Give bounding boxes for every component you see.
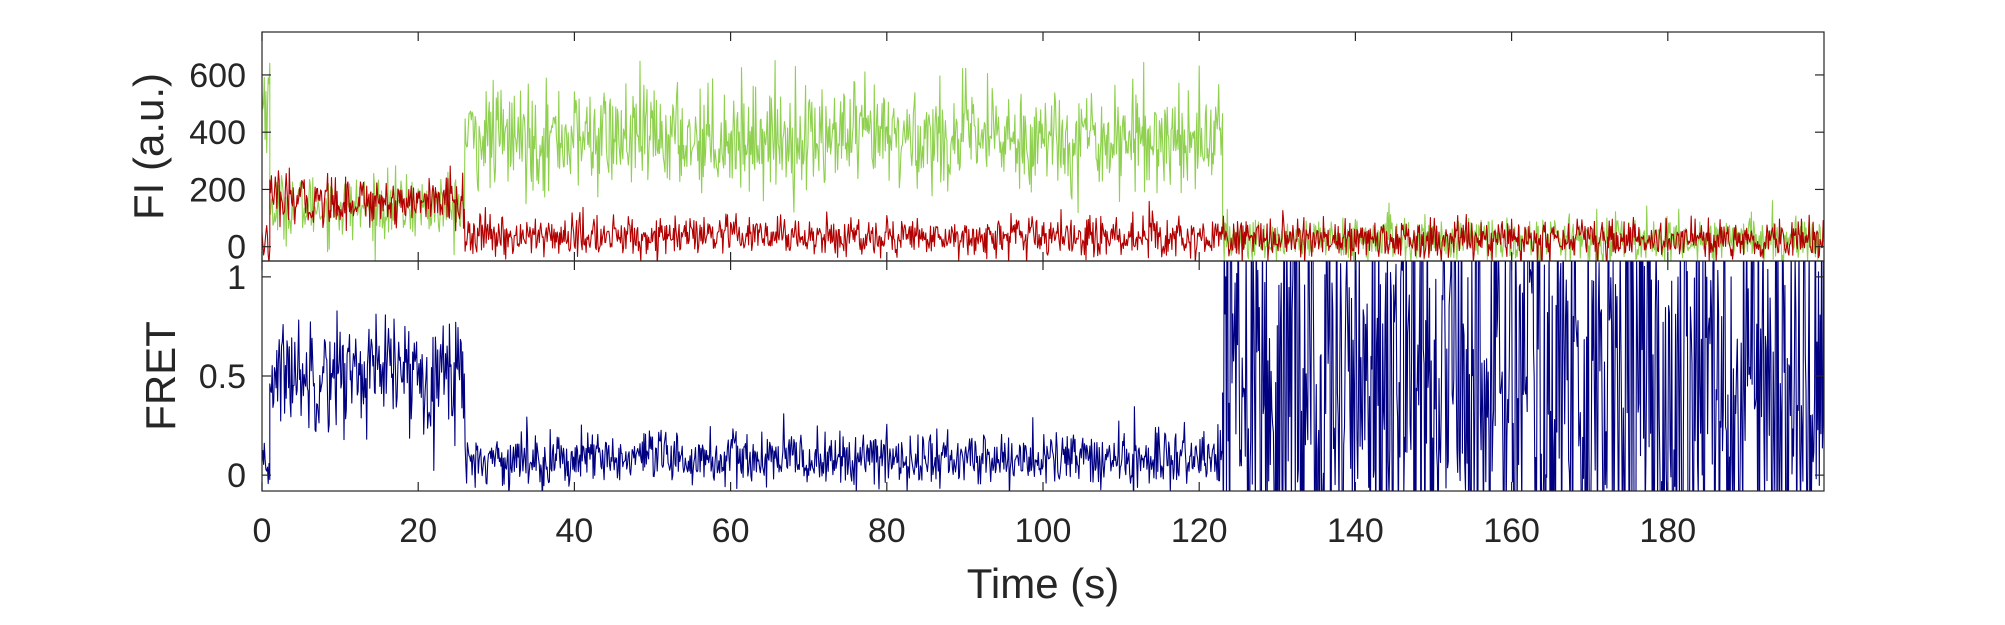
x-tick-label: 180 [1639, 512, 1696, 550]
time-x-axis-label: Time (s) [967, 560, 1119, 607]
fret-y-tick-label: 0.5 [199, 358, 246, 396]
fluorescence-y-tick-label: 400 [189, 114, 246, 152]
x-tick-label: 140 [1327, 512, 1384, 550]
fluorescence-y-tick-label: 200 [189, 171, 246, 209]
fluorescence-series-1-line [262, 60, 1824, 261]
fluorescence-y-axis-label: FI (a.u.) [125, 73, 172, 220]
fluorescence-y-ticks: 0 200 400 600 [189, 57, 1824, 267]
x-tick-label: 40 [555, 512, 593, 550]
fret-panel: 00.51 0 20 40 60 80 100 120 140 160 180 FRET Time… [137, 32, 1825, 607]
fluorescence-panel: 0 200 400 600 FI (a.u.) [125, 31, 1825, 267]
fret-traces [262, 261, 1824, 491]
x-tick-label: 20 [399, 512, 437, 550]
x-tick-label: 100 [1015, 512, 1072, 550]
fret-y-axis-label: FRET [137, 321, 184, 431]
fret-y-tick-label: 0 [227, 457, 246, 495]
fret-series-1-line [262, 261, 1824, 491]
x-tick-label: 0 [253, 512, 272, 550]
x-tick-label: 160 [1483, 512, 1540, 550]
fluorescence-axes-frame [261, 31, 1825, 262]
fluorescence-traces [262, 60, 1824, 261]
fluorescence-series-2-line [262, 165, 1824, 261]
x-tick-label: 120 [1171, 512, 1228, 550]
fluorescence-y-tick-label: 0 [227, 229, 246, 267]
fret-y-ticks: 00.51 [199, 259, 1824, 495]
time-x-ticks: 0 20 40 60 80 100 120 140 160 180 [253, 32, 1696, 550]
x-tick-label: 80 [868, 512, 906, 550]
fluorescence-y-tick-label: 600 [189, 57, 246, 95]
fret-y-tick-label: 1 [227, 259, 246, 297]
x-tick-label: 60 [712, 512, 750, 550]
